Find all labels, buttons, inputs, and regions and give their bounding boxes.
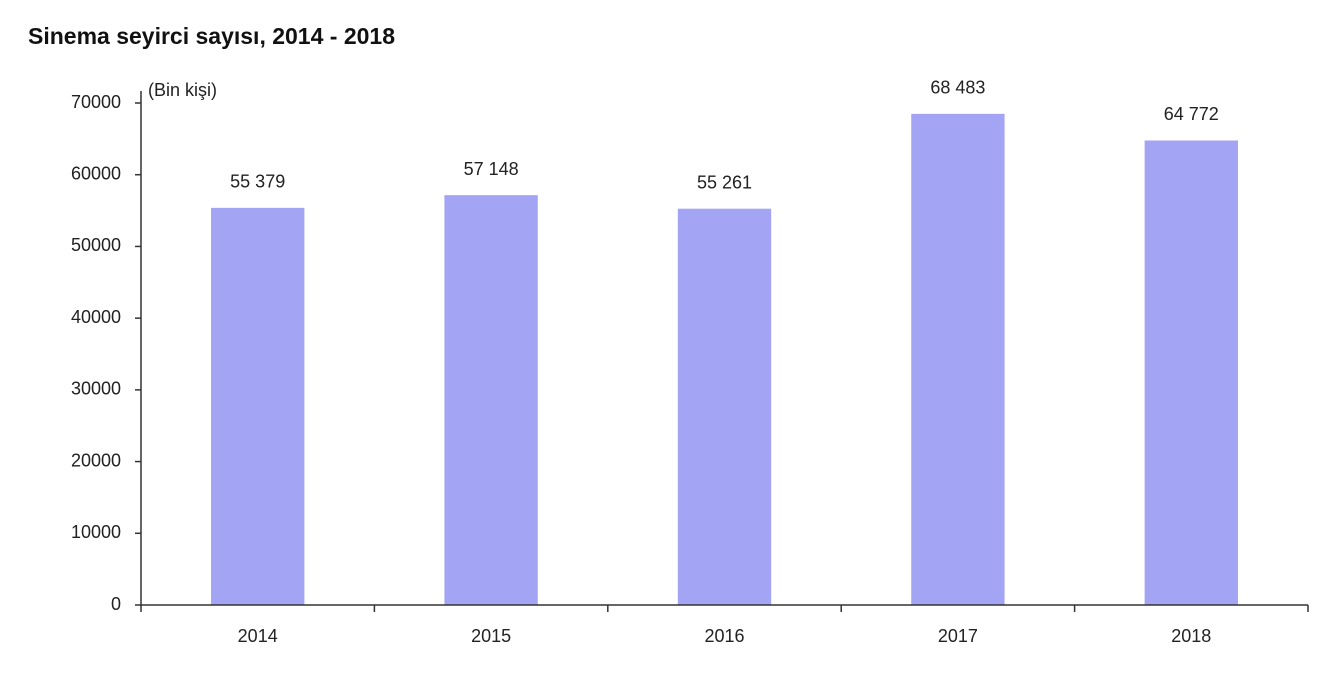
data-label: 55 379 xyxy=(230,172,285,192)
chart-title: Sinema seyirci sayısı, 2014 - 2018 xyxy=(28,23,395,49)
y-tick-label: 50000 xyxy=(71,235,121,255)
bar xyxy=(1144,140,1238,605)
data-label: 57 148 xyxy=(464,159,519,179)
x-tick-label: 2014 xyxy=(238,626,278,646)
data-label: 64 772 xyxy=(1164,104,1219,124)
y-tick-label: 60000 xyxy=(71,163,121,183)
y-tick-label: 0 xyxy=(111,594,121,614)
data-label: 55 261 xyxy=(697,172,752,192)
y-tick-label: 20000 xyxy=(71,450,121,470)
bar xyxy=(444,195,538,605)
x-tick-label: 2017 xyxy=(938,626,978,646)
y-tick-label: 40000 xyxy=(71,307,121,327)
y-axis-label: (Bin kişi) xyxy=(148,80,217,100)
bar xyxy=(677,208,772,605)
y-tick-label: 10000 xyxy=(71,522,121,542)
x-tick-label: 2015 xyxy=(471,626,511,646)
x-tick-label: 2016 xyxy=(704,626,744,646)
y-tick-label: 30000 xyxy=(71,379,121,399)
bar xyxy=(211,207,305,605)
data-label: 68 483 xyxy=(930,78,985,98)
x-tick-label: 2018 xyxy=(1171,626,1211,646)
bar xyxy=(911,113,1005,605)
y-tick-label: 70000 xyxy=(71,92,121,112)
